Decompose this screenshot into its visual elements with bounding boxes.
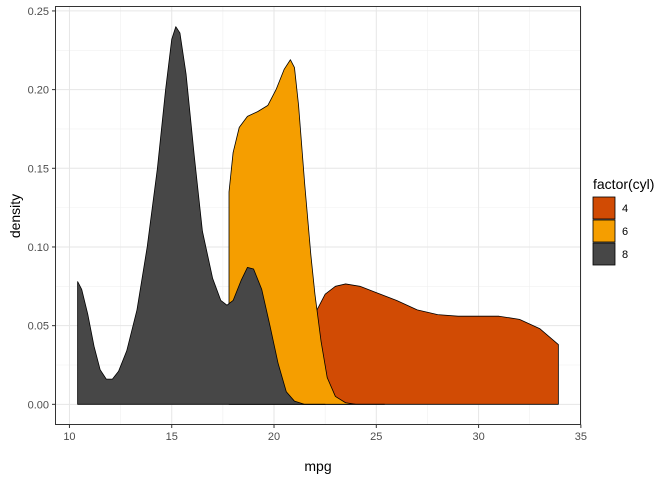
x-tick-label: 20 xyxy=(268,431,280,443)
y-axis-title: density xyxy=(7,194,23,238)
x-axis-title: mpg xyxy=(304,458,331,474)
density-area-cyl-8 xyxy=(77,26,326,405)
legend-label-6: 6 xyxy=(622,226,628,238)
y-tick-label: 0.20 xyxy=(28,85,49,97)
x-tick-label: 10 xyxy=(63,431,75,443)
x-tick-label: 35 xyxy=(575,431,587,443)
density-area-cyl-4 xyxy=(302,283,559,405)
legend-label-8: 8 xyxy=(622,249,628,261)
panel-border xyxy=(55,6,581,425)
legend-key-6 xyxy=(592,219,616,243)
y-tick-label: 0.15 xyxy=(28,163,49,175)
x-axis: 10 15 20 25 30 35 xyxy=(63,424,587,443)
legend-key-8 xyxy=(592,242,616,266)
x-tick-label: 25 xyxy=(370,431,382,443)
legend: factor(cyl) 4 6 8 xyxy=(592,176,654,266)
y-tick-label: 0.05 xyxy=(28,321,49,333)
y-tick-label: 0.25 xyxy=(28,6,49,18)
y-tick-label: 0.10 xyxy=(28,242,49,254)
x-tick-label: 15 xyxy=(166,431,178,443)
legend-key-4 xyxy=(592,196,616,220)
series-layer xyxy=(77,26,559,405)
y-tick-label: 0.00 xyxy=(28,399,49,411)
x-tick-label: 30 xyxy=(472,431,484,443)
legend-label-4: 4 xyxy=(622,203,628,215)
legend-title: factor(cyl) xyxy=(593,176,654,192)
y-axis: 0.00 0.05 0.10 0.15 0.20 0.25 xyxy=(28,6,56,411)
